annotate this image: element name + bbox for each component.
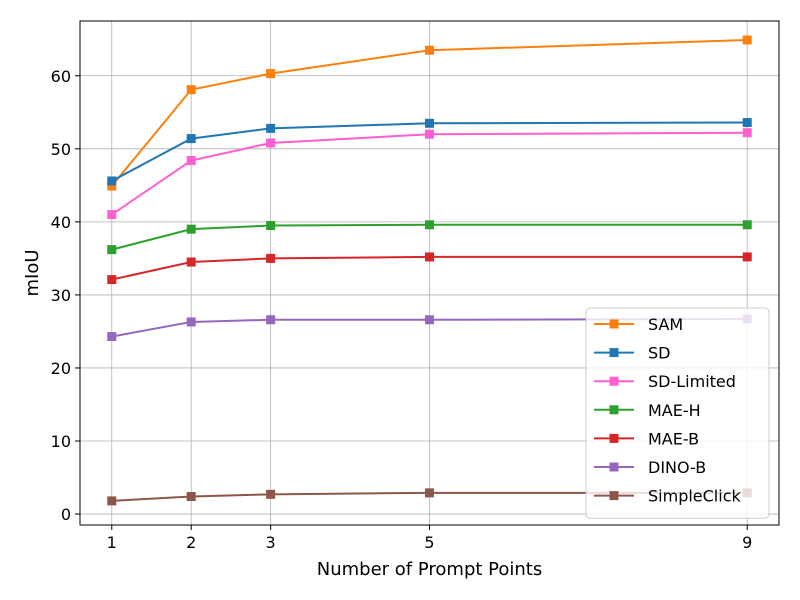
y-axis-label: mIoU — [22, 249, 43, 296]
legend-swatch-marker — [609, 319, 619, 329]
legend-label: SAM — [648, 315, 683, 334]
legend: SAM SD SD-Limited MAE-H MAE-B DINO-B SimpleCli… — [585, 307, 770, 519]
data-point — [425, 488, 434, 498]
data-point — [107, 496, 117, 506]
legend-label: DINO-B — [648, 458, 706, 477]
data-point — [186, 134, 196, 144]
series-sd — [107, 118, 752, 186]
x-tick-label: 2 — [186, 533, 196, 552]
series-mae-h — [107, 220, 752, 255]
legend-item: SD-Limited — [594, 372, 736, 391]
data-point — [107, 176, 117, 186]
data-point — [186, 156, 196, 166]
legend-label: SimpleClick — [648, 487, 741, 506]
legend-swatch-marker — [609, 348, 619, 358]
data-point — [107, 245, 117, 255]
data-point — [186, 257, 196, 267]
data-point — [742, 118, 752, 128]
x-tick-label: 9 — [742, 533, 752, 552]
x-tick-label: 1 — [107, 533, 117, 552]
data-point — [425, 220, 434, 230]
grid — [80, 21, 779, 525]
data-point — [742, 220, 752, 230]
legend-item: MAE-H — [594, 401, 701, 420]
data-point — [425, 129, 434, 139]
data-point — [266, 489, 276, 499]
data-point — [266, 221, 276, 231]
legend-item: DINO-B — [594, 458, 706, 477]
data-point — [742, 35, 752, 45]
data-point — [186, 492, 196, 502]
data-point — [742, 252, 752, 262]
data-point — [107, 332, 117, 342]
data-point — [107, 210, 117, 220]
y-tick-label: 0 — [61, 505, 71, 524]
y-tick-label: 10 — [51, 432, 71, 451]
legend-swatch-marker — [609, 405, 619, 415]
legend-item: SimpleClick — [594, 487, 741, 506]
series-sam — [107, 35, 752, 191]
data-point — [425, 315, 434, 325]
data-point — [186, 317, 196, 327]
legend-swatch-marker — [609, 462, 619, 472]
series-sd-limited — [107, 128, 752, 220]
legend-label: SD — [648, 344, 670, 363]
data-point — [425, 118, 434, 128]
legend-box — [585, 307, 770, 519]
data-point — [107, 275, 117, 285]
y-tick-label: 30 — [51, 286, 71, 305]
legend-swatch-marker — [609, 491, 619, 501]
legend-label: SD-Limited — [648, 372, 736, 391]
legend-item: SAM — [594, 315, 683, 334]
data-point — [266, 69, 276, 79]
data-point — [266, 253, 276, 263]
series-mae-b — [107, 252, 752, 285]
x-tick-label: 5 — [424, 533, 434, 552]
y-tick-label: 50 — [51, 140, 71, 159]
data-point — [186, 85, 196, 95]
data-point — [742, 128, 752, 138]
ticks: 1 2 3 5 9 0 10 20 30 40 50 60 — [51, 67, 753, 552]
legend-item: MAE-B — [594, 429, 699, 448]
legend-item: SD — [594, 344, 670, 363]
legend-swatch-marker — [609, 433, 619, 443]
data-point — [107, 181, 117, 191]
data-point — [266, 123, 276, 133]
y-tick-label: 20 — [51, 359, 71, 378]
data-point — [266, 315, 276, 325]
legend-label: MAE-B — [648, 429, 699, 448]
data-point — [425, 45, 434, 55]
data-point — [425, 252, 434, 262]
legend-swatch-marker — [609, 376, 619, 386]
series-layer — [107, 35, 752, 506]
y-tick-label: 60 — [51, 67, 71, 86]
data-point — [266, 138, 276, 148]
x-axis-label: Number of Prompt Points — [317, 559, 542, 580]
data-point — [186, 224, 196, 234]
x-tick-label: 3 — [266, 533, 276, 552]
legend-label: MAE-H — [648, 401, 701, 420]
y-tick-label: 40 — [51, 213, 71, 232]
